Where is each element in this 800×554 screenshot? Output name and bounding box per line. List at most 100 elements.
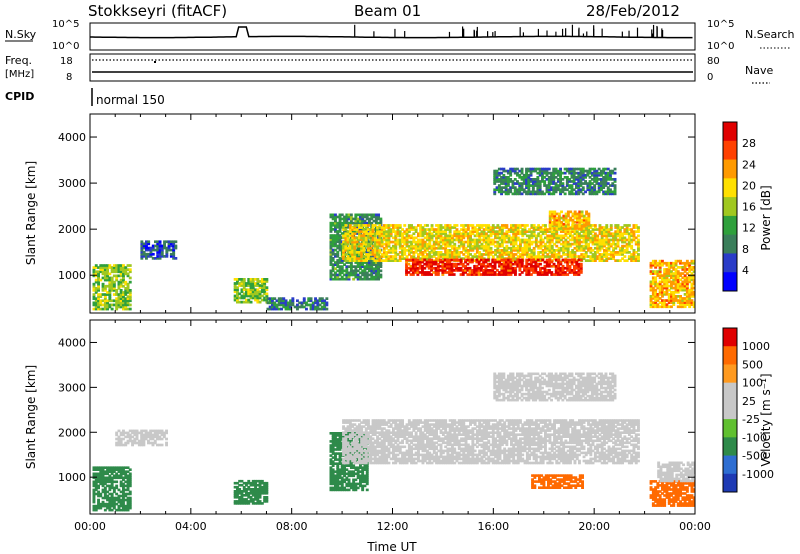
heatmap-cell: [352, 271, 356, 275]
heatmap-cell: [514, 266, 517, 270]
heatmap-cell: [103, 266, 107, 269]
heatmap-cell: [649, 288, 653, 292]
heatmap-cell: [128, 270, 132, 274]
heatmap-cell: [115, 472, 119, 476]
heatmap-cell: [496, 257, 500, 260]
heatmap-cell: [532, 260, 536, 264]
heatmap-cell: [473, 255, 477, 258]
heatmap-cell: [498, 228, 502, 231]
heatmap-cell: [430, 255, 434, 258]
heatmap-cell: [348, 226, 352, 229]
heatmap-cell: [97, 472, 100, 476]
heatmap-cell: [564, 216, 568, 220]
heatmap-cell: [564, 225, 568, 228]
heatmap-cell: [503, 249, 507, 252]
heatmap-cell: [538, 167, 542, 171]
heatmap-cell: [394, 253, 398, 256]
heatmap-cell: [247, 284, 251, 287]
heatmap-cell: [484, 269, 488, 272]
heatmap-cell: [240, 498, 244, 501]
heatmap-cell: [101, 470, 105, 473]
heatmap-cell: [498, 271, 501, 274]
heatmap-cell: [550, 264, 554, 268]
heatmap-cell: [557, 258, 560, 262]
heatmap-cell: [151, 248, 155, 252]
heatmap-cell: [541, 251, 545, 254]
heatmap-cell: [541, 273, 545, 276]
heatmap-cell: [651, 282, 655, 286]
heatmap-cell: [124, 282, 128, 286]
heatmap-cell: [616, 240, 620, 244]
heatmap-cell: [529, 167, 533, 171]
heatmap-cell: [251, 288, 255, 292]
heatmap-cell: [336, 259, 340, 262]
heatmap-cell: [614, 226, 618, 229]
heatmap-cell: [514, 228, 518, 231]
heatmap-cell: [419, 238, 423, 242]
heatmap-cell: [370, 269, 374, 273]
heatmap-cell: [401, 236, 404, 240]
heatmap-cell: [591, 255, 595, 258]
heatmap-cell: [562, 251, 566, 254]
heatmap-cell: [233, 492, 237, 495]
heatmap-cell: [371, 224, 375, 227]
heatmap-cell: [362, 246, 366, 250]
heatmap-cell: [568, 269, 572, 272]
heatmap-cell: [128, 295, 132, 298]
heatmap-cell: [590, 188, 594, 192]
heatmap-cell: [547, 188, 551, 192]
heatmap-cell: [349, 271, 353, 275]
heatmap-cell: [541, 253, 545, 256]
heatmap-cell: [119, 431, 123, 435]
heatmap-cell: [137, 441, 141, 445]
heatmap-cell: [162, 433, 166, 437]
heatmap-cell: [602, 176, 606, 179]
colorbar-tick-label: 8: [742, 243, 749, 256]
heatmap-cell: [351, 228, 355, 231]
heatmap-cell: [126, 299, 130, 303]
heatmap-cell: [665, 293, 669, 296]
heatmap-cell: [495, 169, 499, 173]
heatmap-cell: [489, 264, 492, 268]
heatmap-cell: [516, 246, 520, 250]
heatmap-cell: [681, 266, 685, 269]
heatmap-cell: [482, 224, 486, 227]
heatmap-cell: [119, 472, 123, 476]
heatmap-cell: [627, 234, 631, 238]
heatmap-cell: [491, 273, 495, 276]
heatmap-cell: [271, 307, 274, 311]
heatmap-cell: [443, 264, 447, 268]
heatmap-cell: [409, 269, 413, 272]
heatmap-cell: [453, 255, 457, 258]
heatmap-cell: [654, 305, 658, 309]
heatmap-cell: [552, 264, 556, 268]
heatmap-cell: [94, 492, 98, 496]
heatmap-cell: [94, 488, 98, 492]
heatmap-cell: [371, 232, 375, 236]
heatmap-cell: [441, 259, 445, 262]
heatmap-cell: [470, 269, 474, 272]
heatmap-cell: [578, 244, 581, 248]
heatmap-cell: [545, 258, 549, 262]
heatmap-cell: [151, 441, 155, 445]
heatmap-cell: [519, 232, 522, 236]
heatmap-cell: [480, 242, 484, 246]
heatmap-cell: [596, 228, 600, 231]
heatmap-cell: [573, 260, 576, 264]
heatmap-cell: [656, 274, 660, 277]
heatmap-cell: [108, 492, 112, 496]
heatmap-cell: [445, 258, 449, 262]
heatmap-cell: [541, 271, 545, 274]
heatmap-cell: [612, 236, 615, 240]
heatmap-cell: [165, 429, 168, 433]
heatmap-cell: [588, 182, 592, 185]
heatmap-cell: [373, 244, 377, 248]
heatmap-cell: [500, 167, 503, 171]
heatmap-cell: [572, 171, 576, 175]
heatmap-cell: [271, 305, 274, 309]
heatmap-cell: [591, 249, 595, 252]
heatmap-cell: [457, 236, 461, 240]
heatmap-cell: [605, 246, 609, 250]
heatmap-cell: [245, 282, 248, 285]
heatmap-cell: [133, 439, 137, 443]
